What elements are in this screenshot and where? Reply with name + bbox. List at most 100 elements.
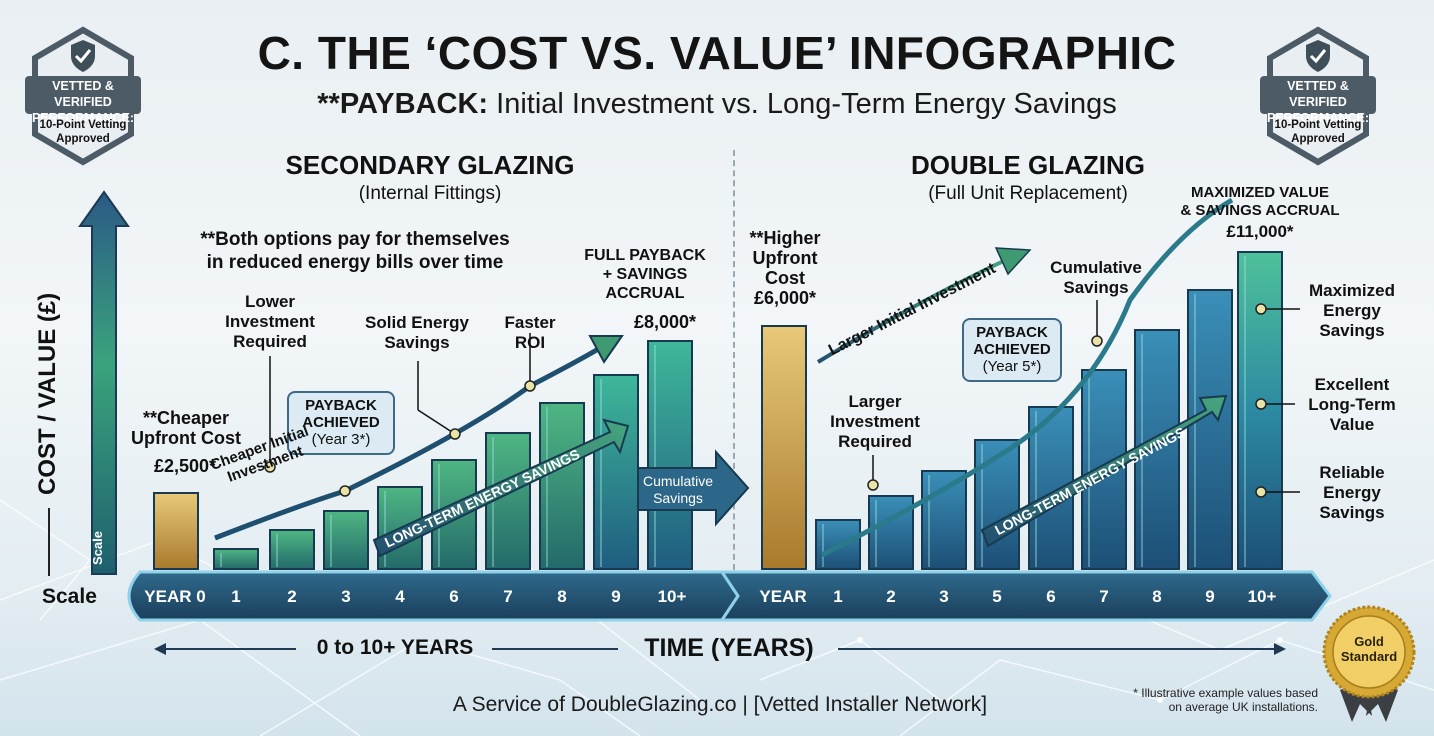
- tick-double-year: YEAR: [759, 587, 807, 606]
- secondary-savings-curve: [214, 345, 602, 541]
- badge-line4: Approved: [56, 133, 110, 145]
- double-top-label: MAXIMIZED VALUE & SAVINGS ACCRUAL £11,00…: [1160, 184, 1360, 241]
- callout-line: Savings: [1063, 278, 1129, 297]
- secondary-curve-arrowhead: [588, 335, 624, 364]
- top-line: + SAVINGS: [602, 266, 688, 283]
- badge-line3: 10-Point Vetting: [39, 119, 127, 131]
- gold-seal-text: Gold Standard: [1334, 634, 1404, 664]
- disclaimer-line2: on average UK installations.: [1168, 700, 1318, 714]
- tick-secondary-4: 4: [395, 587, 405, 606]
- cost-label-line: **Higher: [749, 228, 821, 248]
- tick-secondary-6: 6: [449, 587, 459, 606]
- note-line2: in reduced energy bills over time: [206, 252, 504, 273]
- callout-line: Investment: [830, 412, 920, 431]
- secondary-subtitle: (Internal Fittings): [358, 183, 502, 204]
- side-line: Value: [1329, 415, 1375, 434]
- side-reliable-energy: Reliable Energy Savings: [1294, 463, 1410, 523]
- payback-year: (Year 3*): [311, 431, 371, 448]
- cost-label-line2: Upfront Cost: [131, 428, 241, 448]
- footer-service: A Service of DoubleGlazing.co | [Vetted …: [452, 693, 988, 716]
- callout-solid-energy: Solid Energy Savings: [352, 313, 482, 353]
- tick-secondary-7: 7: [503, 587, 513, 606]
- payback-line: ACHIEVED: [973, 341, 1051, 358]
- callout-line: ROI: [514, 333, 546, 352]
- both-options-note: **Both options pay for themselves in red…: [150, 228, 560, 274]
- tick-double-6: 6: [1046, 587, 1056, 606]
- secondary-payback-bubble: PAYBACK ACHIEVED (Year 3*): [287, 391, 395, 455]
- range-label: 0 to 10+ YEARS: [316, 636, 474, 659]
- top-line: MAXIMIZED VALUE: [1190, 184, 1330, 201]
- side-line: Maximized: [1309, 281, 1395, 300]
- callout-faster-roi: Faster ROI: [490, 313, 570, 353]
- side-excellent-value: Excellent Long-Term Value: [1294, 375, 1410, 435]
- scale-label: Scale: [42, 585, 97, 608]
- side-line: Energy: [1323, 483, 1381, 502]
- secondary-cost-value: £2,500*: [153, 456, 217, 476]
- callout-line: Cumulative: [1050, 258, 1142, 277]
- tick-secondary-9: 9: [611, 587, 621, 606]
- side-line: Energy: [1323, 301, 1381, 320]
- cumulative-savings-arrow: [637, 449, 750, 527]
- cumulative-line: Cumulative: [642, 473, 714, 489]
- gold-seal-icon: [1322, 605, 1416, 722]
- vetted-badge-right: VETTED & VERIFIED PERFORMANCE: 10-Point …: [1258, 26, 1378, 166]
- cost-label-line1: **Cheaper: [142, 408, 230, 428]
- secondary-title: SECONDARY GLAZING: [285, 150, 575, 180]
- tick-secondary-year0: YEAR 0: [144, 587, 206, 606]
- callout-line: Larger: [848, 392, 902, 411]
- note-line1: **Both options pay for themselves: [200, 229, 510, 250]
- badge-line3: 10-Point Vetting: [1274, 119, 1362, 131]
- double-top-value: £11,000*: [1226, 222, 1294, 241]
- gold-line2: Standard: [1340, 649, 1398, 664]
- cost-label-line: Upfront: [752, 248, 818, 268]
- y-axis-tick-line: [48, 508, 50, 576]
- top-line: ACCRUAL: [605, 285, 685, 302]
- disclaimer-line1: * Illustrative example values based: [1133, 686, 1318, 700]
- callout-lower-investment: Lower Investment Required: [210, 292, 330, 352]
- badge-line4: Approved: [1291, 133, 1345, 145]
- payback-line: PAYBACK: [976, 324, 1048, 341]
- shield-check-icon: [25, 26, 141, 166]
- callout-line: Investment: [225, 312, 315, 331]
- payback-line: ACHIEVED: [302, 414, 380, 431]
- bar-secondary-1: [213, 548, 259, 570]
- secondary-long-term-arrow: [372, 418, 630, 558]
- double-cost-value: £6,000*: [753, 288, 817, 308]
- side-line: Excellent: [1314, 375, 1390, 394]
- tick-double-9: 9: [1205, 587, 1215, 606]
- callout-line: Required: [233, 332, 307, 351]
- section-divider: [733, 150, 735, 570]
- secondary-top-label: FULL PAYBACK + SAVINGS ACCRUAL: [570, 246, 720, 303]
- page-subtitle: **PAYBACK: Initial Investment vs. Long-T…: [0, 88, 1434, 121]
- shield-check-icon: [1260, 26, 1376, 166]
- cumulative-line: Savings: [653, 490, 703, 506]
- subtitle-text: Initial Investment vs. Long-Term Energy …: [488, 88, 1117, 120]
- bar-double-year: [761, 325, 807, 570]
- callout-line: Required: [838, 432, 912, 451]
- side-line: Long-Term: [1308, 395, 1396, 414]
- tick-secondary-2: 2: [287, 587, 297, 606]
- callout-line: Savings: [384, 333, 450, 352]
- double-payback-bubble: PAYBACK ACHIEVED (Year 5*): [962, 318, 1062, 382]
- tick-double-10plus: 10+: [1247, 587, 1277, 606]
- callout-larger-investment: Larger Investment Required: [815, 392, 935, 452]
- double-long-term-arrow: [980, 394, 1228, 548]
- tick-double-1: 1: [833, 587, 843, 606]
- badge-line2: PERFORMANCE:: [31, 111, 135, 125]
- callout-line: Solid Energy: [365, 313, 469, 332]
- payback-year: (Year 5*): [982, 358, 1042, 375]
- x-axis-label: TIME (YEARS): [644, 634, 814, 662]
- side-maximized-energy: Maximized Energy Savings: [1294, 281, 1410, 341]
- tick-double-8: 8: [1152, 587, 1162, 606]
- tick-secondary-10plus: 10+: [657, 587, 687, 606]
- secondary-top-value: £8,000*: [633, 312, 697, 332]
- top-line: FULL PAYBACK: [584, 247, 706, 264]
- page-title: C. THE ‘COST VS. VALUE’ INFOGRAPHIC: [257, 27, 1177, 79]
- tick-secondary-1: 1: [231, 587, 241, 606]
- double-timeline: [719, 570, 1332, 622]
- double-savings-curve: [820, 197, 1234, 558]
- bar-secondary-year0: [153, 492, 199, 570]
- side-line: Savings: [1319, 503, 1385, 522]
- vetted-badge-left: VETTED & VERIFIED PERFORMANCE: 10-Point …: [23, 26, 143, 166]
